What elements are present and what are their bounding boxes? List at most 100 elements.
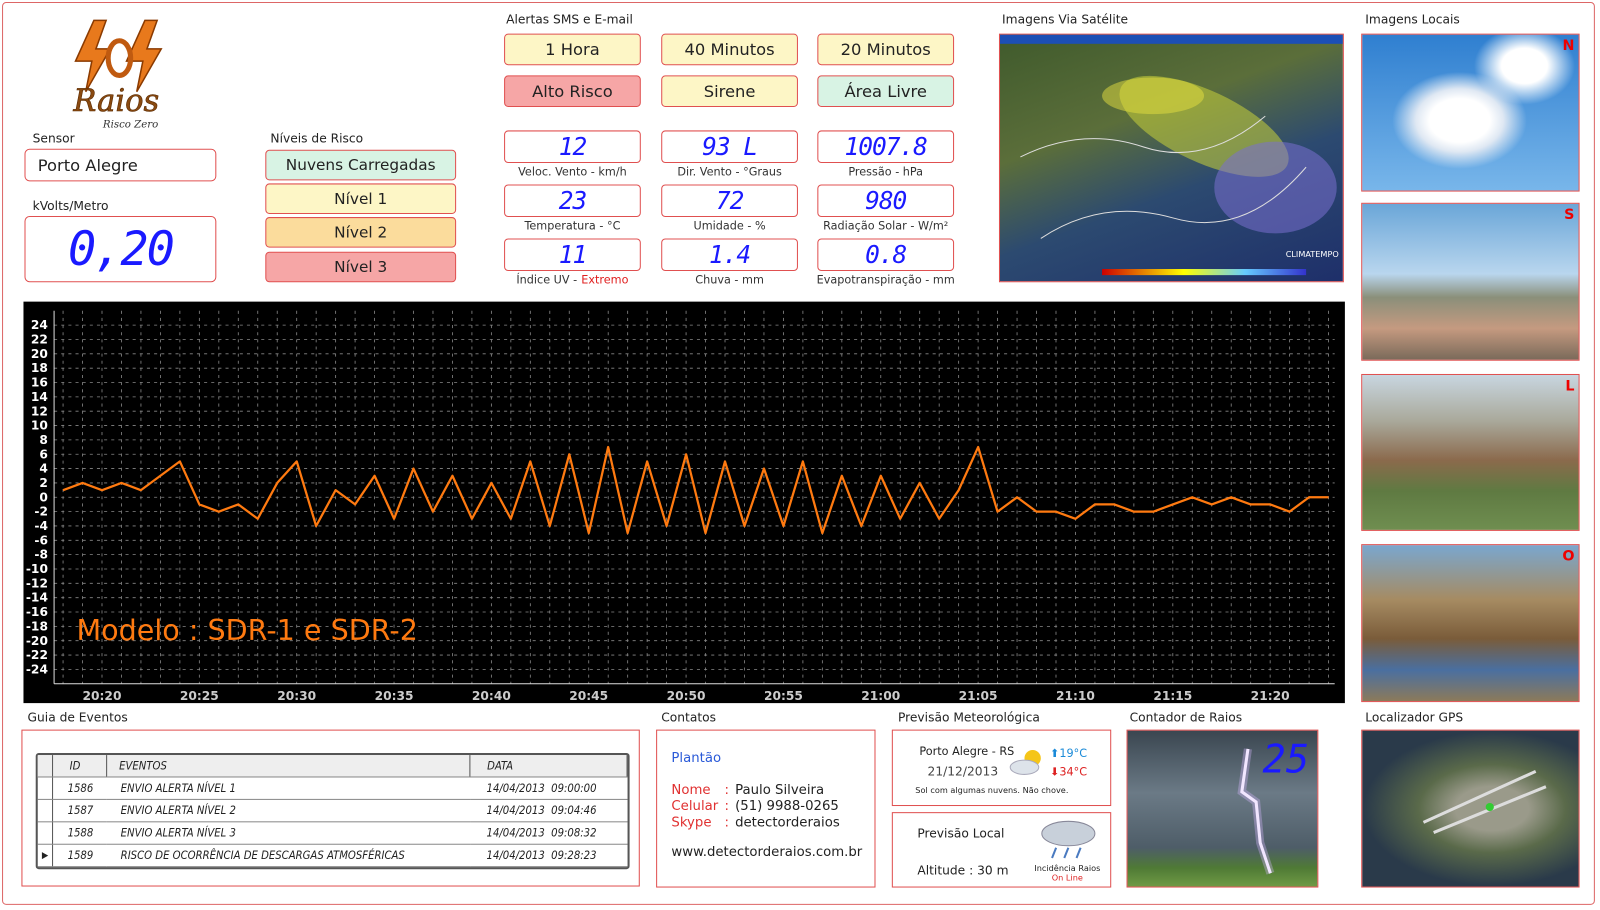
alert-button[interactable]: 20 Minutos xyxy=(817,33,955,66)
satellite-brand: CLIMATEMPO xyxy=(1286,249,1339,259)
x-tick-label: 20:25 xyxy=(180,689,219,703)
events-panel: ID EVENTOS DATA 1586 ENVIO ALERTA NÍVEL 1 14/… xyxy=(21,729,640,887)
reading-value: 72 xyxy=(661,184,798,218)
field-label: kVolts/Metro xyxy=(32,198,109,213)
reading-label-text: Umidade - % xyxy=(693,219,766,233)
gps-marker xyxy=(1485,802,1494,812)
chart-panel: 24 22 20 18 16 14 12 10 8 6 4 2 0 -2 -4 -6 -8 -10 -12 -14 -1… xyxy=(23,301,1345,704)
y-tick-label: -6 xyxy=(34,533,48,547)
reading-value: 93 L xyxy=(661,130,798,164)
alert-button[interactable]: Alto Risco xyxy=(504,75,641,107)
counter-value: 25 xyxy=(1262,736,1310,782)
event-cell: 1587 xyxy=(52,799,107,823)
gps-title: Localizador GPS xyxy=(1365,710,1464,725)
contact-colon: : xyxy=(724,798,729,815)
lightning-bolt xyxy=(1240,748,1272,874)
row-marker xyxy=(37,821,54,845)
row-marker xyxy=(37,755,54,778)
y-tick-label: -16 xyxy=(26,605,48,619)
photo-west[interactable]: O xyxy=(1361,544,1580,703)
y-tick-label: 0 xyxy=(39,490,48,504)
y-tick-label: 6 xyxy=(39,447,48,461)
y-tick-label: 12 xyxy=(31,404,48,418)
photo-east[interactable]: L xyxy=(1361,373,1580,531)
photo-south[interactable]: S xyxy=(1361,202,1580,361)
local-forecast-title: Previsão Local xyxy=(917,826,1005,841)
alert-button[interactable]: 40 Minutos xyxy=(661,33,798,66)
events-table-frame: ID EVENTOS DATA 1586 ENVIO ALERTA NÍVEL 1 14/… xyxy=(35,753,630,870)
x-tick-label: 20:30 xyxy=(277,689,316,703)
y-tick-label: 14 xyxy=(31,390,48,404)
column-header: EVENTOS xyxy=(106,755,471,778)
forecast-panel: Porto Alegre - RS 21/12/2013 ⬆19°C ⬇34°C… xyxy=(891,729,1112,807)
y-tick-label: 22 xyxy=(31,333,48,347)
website[interactable]: www.detectorderaios.com.br xyxy=(671,844,863,861)
photo-north[interactable]: N xyxy=(1361,33,1580,192)
alert-button[interactable]: 1 Hora xyxy=(504,33,641,66)
contact-value: (51) 9988-0265 xyxy=(735,798,839,815)
reading-value: 23 xyxy=(504,184,641,218)
runway xyxy=(1422,769,1547,834)
satellite-bar xyxy=(999,34,1343,44)
reading-label: Veloc. Vento - km/h xyxy=(491,165,654,178)
x-tick-label: 20:50 xyxy=(667,689,706,703)
y-tick-label: -20 xyxy=(26,634,48,648)
sensor-select[interactable]: Porto Alegre xyxy=(24,148,217,182)
row-marker xyxy=(37,799,54,823)
event-cell: ENVIO ALERTA NÍVEL 3 xyxy=(106,821,471,845)
contacts-title: Contatos xyxy=(661,710,717,725)
weather-icon xyxy=(1009,749,1041,775)
reading-label: Radiação Solar - W/m² xyxy=(804,219,967,232)
gps-map[interactable] xyxy=(1361,729,1580,888)
arrow-down: ⬇ xyxy=(1049,765,1060,779)
y-tick-label: 2 xyxy=(39,476,48,490)
x-tick-label: 20:55 xyxy=(764,689,803,703)
satellite-overlay: CLIMATEMPO xyxy=(1020,75,1339,276)
contacts-panel: Plantão Nome: Paulo Silveira Celular: (51) … xyxy=(656,729,876,888)
x-tick-label: 21:00 xyxy=(861,689,900,703)
contact-value: detectorderaios xyxy=(735,815,840,831)
y-tick-label: 20 xyxy=(31,347,48,361)
color-scale xyxy=(1102,269,1307,276)
forecast-description: Sol com algumas nuvens. Não chove. xyxy=(915,785,1069,795)
alert-button[interactable]: Sirene xyxy=(661,75,798,107)
y-tick-label: -24 xyxy=(26,662,48,676)
event-cell: 14/04/2013 09:04:46 xyxy=(470,799,628,823)
contact-label: Celular xyxy=(671,798,719,815)
event-cell: ENVIO ALERTA NÍVEL 1 xyxy=(106,776,471,800)
counter-panel: 25 xyxy=(1126,729,1319,888)
event-cell: 1586 xyxy=(52,776,107,800)
column-header: ID xyxy=(52,755,107,778)
event-cell: 1589 xyxy=(52,844,107,868)
lightning-image xyxy=(1237,748,1275,875)
events-header-row: ID EVENTOS DATA xyxy=(37,755,628,778)
sensor-label: Sensor xyxy=(32,131,75,146)
event-cell: 14/04/2013 09:00:00 xyxy=(470,776,628,800)
alerts-title: Alertas SMS e E-mail xyxy=(506,12,633,27)
x-tick-label: 21:10 xyxy=(1056,689,1095,703)
y-tick-label: -22 xyxy=(26,648,48,662)
contact-list: Nome: Paulo Silveira Celular: (51) 9988-026… xyxy=(671,783,874,832)
x-tick-label: 20:45 xyxy=(569,689,608,703)
borders xyxy=(1020,115,1307,239)
rain xyxy=(1051,847,1082,859)
reading-label-text: Evapotranspiração - mm xyxy=(816,273,955,287)
forecast-date: 21/12/2013 xyxy=(927,764,999,779)
field-value: 0,20 xyxy=(24,216,217,283)
event-cell: RISCO DE OCORRÊNCIA DE DESCARGAS ATMOSFÉ… xyxy=(106,844,471,868)
reading-label: Evapotranspiração - mm xyxy=(804,273,967,286)
cloud xyxy=(1009,759,1040,775)
status-label: Incidência Raios xyxy=(1034,864,1101,874)
cloud-mass xyxy=(1214,141,1337,234)
cloud xyxy=(1041,820,1096,847)
risk-level: Nível 1 xyxy=(265,183,457,214)
y-tick-label: 10 xyxy=(31,419,48,433)
contact-label: Skype xyxy=(671,815,712,831)
y-tick-label: -2 xyxy=(34,505,48,519)
y-tick-label: 8 xyxy=(39,433,48,447)
reading-value: 12 xyxy=(504,130,641,164)
alert-button[interactable]: Área Livre xyxy=(817,75,955,107)
